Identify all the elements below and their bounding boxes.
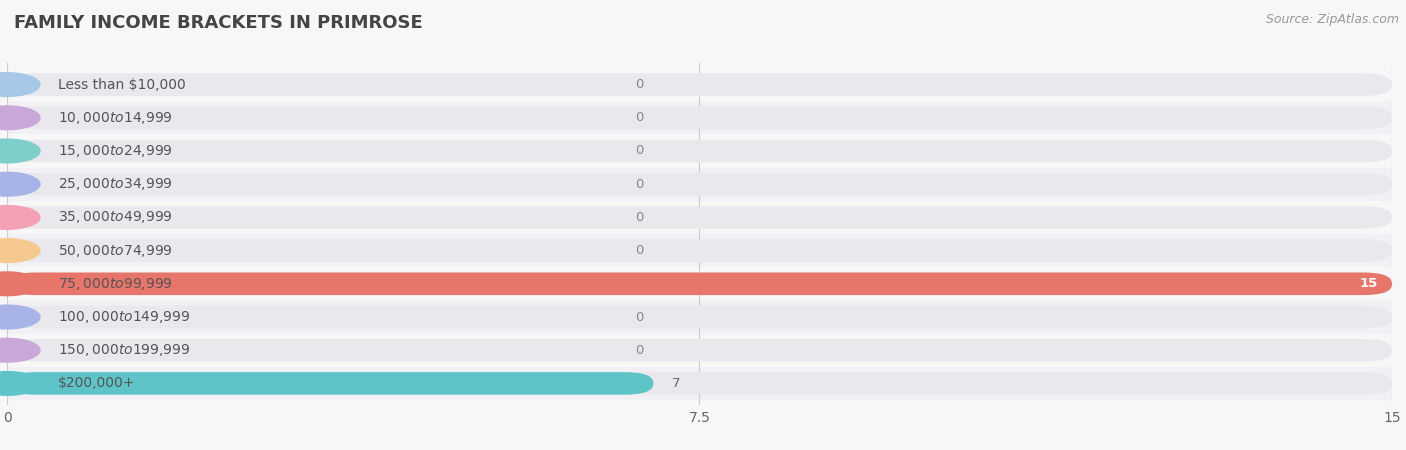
Circle shape [0,338,39,362]
Text: $75,000 to $99,999: $75,000 to $99,999 [58,276,173,292]
Circle shape [0,73,39,96]
Text: $15,000 to $24,999: $15,000 to $24,999 [58,143,173,159]
FancyBboxPatch shape [7,140,1392,162]
Text: 0: 0 [636,144,643,158]
FancyBboxPatch shape [7,173,1392,195]
FancyBboxPatch shape [7,73,1392,96]
Bar [7,101,1392,135]
Text: Less than $10,000: Less than $10,000 [58,77,186,92]
Circle shape [0,272,39,296]
Text: $50,000 to $74,999: $50,000 to $74,999 [58,243,173,259]
FancyBboxPatch shape [7,339,1392,361]
Text: $25,000 to $34,999: $25,000 to $34,999 [58,176,173,192]
Circle shape [0,106,39,130]
Text: 0: 0 [636,111,643,124]
Bar [7,68,1392,101]
Circle shape [0,372,39,395]
Text: 0: 0 [636,211,643,224]
Text: 7: 7 [672,377,681,390]
Text: 0: 0 [636,344,643,357]
Text: $100,000 to $149,999: $100,000 to $149,999 [58,309,190,325]
Circle shape [0,305,39,329]
Bar [7,267,1392,301]
FancyBboxPatch shape [7,372,1392,395]
Text: $150,000 to $199,999: $150,000 to $199,999 [58,342,190,358]
Text: 0: 0 [636,310,643,324]
Text: $35,000 to $49,999: $35,000 to $49,999 [58,209,173,225]
Circle shape [0,172,39,196]
Bar [7,234,1392,267]
Bar [7,301,1392,333]
Bar [7,333,1392,367]
Text: $10,000 to $14,999: $10,000 to $14,999 [58,110,173,126]
Text: 0: 0 [636,78,643,91]
Text: FAMILY INCOME BRACKETS IN PRIMROSE: FAMILY INCOME BRACKETS IN PRIMROSE [14,14,423,32]
FancyBboxPatch shape [7,273,1392,295]
FancyBboxPatch shape [7,372,654,395]
Bar [7,367,1392,400]
Text: 15: 15 [1360,277,1378,290]
FancyBboxPatch shape [7,239,1392,262]
Bar [7,201,1392,234]
Bar [7,167,1392,201]
Text: 0: 0 [636,178,643,191]
Text: Source: ZipAtlas.com: Source: ZipAtlas.com [1265,14,1399,27]
Circle shape [0,206,39,229]
FancyBboxPatch shape [7,306,1392,328]
FancyBboxPatch shape [7,206,1392,229]
FancyBboxPatch shape [7,107,1392,129]
Circle shape [0,239,39,262]
Circle shape [0,139,39,163]
Bar [7,135,1392,167]
Text: $200,000+: $200,000+ [58,376,135,391]
Text: 0: 0 [636,244,643,257]
FancyBboxPatch shape [7,273,1392,295]
